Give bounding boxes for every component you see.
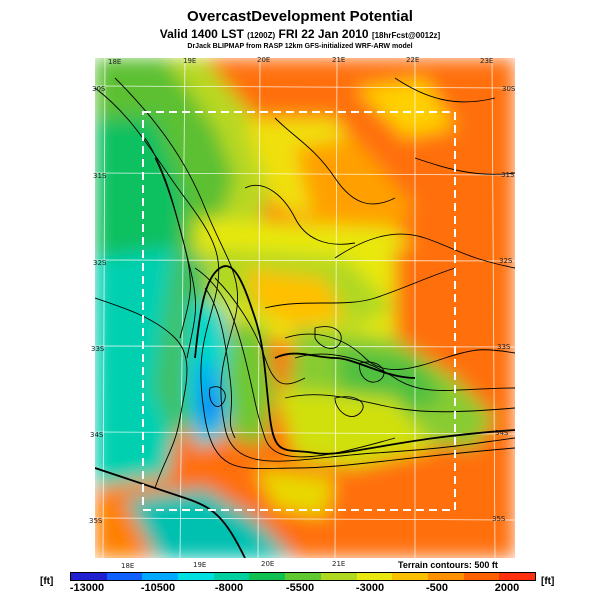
colorbar-segment [285, 573, 321, 580]
lon-label-top-19e: 19E [183, 57, 197, 65]
coastline [94, 265, 516, 559]
lat-label-right-33s: 33S [497, 343, 511, 351]
lat-label-left-31s: 31S [93, 172, 107, 180]
colorbar-segment [320, 573, 357, 580]
colorbar-tick-label: 2000 [494, 582, 520, 594]
colorbar-segment [178, 573, 214, 580]
colorbar-segment [142, 573, 179, 580]
valid-date: FRI 22 Jan 2010 [278, 27, 369, 41]
colorbar-segment [463, 573, 500, 580]
colorbar [70, 572, 536, 581]
terrain-contour-note: Terrain contours: 500 ft [398, 560, 498, 570]
lat-label-left-34s: 34S [90, 431, 104, 439]
lat-label-right-35s: 35S [492, 515, 506, 523]
colorbar-tick-label: -13000 [69, 582, 105, 594]
lon-label-top-18e: 18E [108, 58, 122, 66]
colorbar-segment [392, 573, 428, 580]
terrain-contours [94, 77, 516, 489]
lon-label-top-22e: 22E [406, 56, 420, 64]
lat-label-right-31s: 31S [501, 171, 515, 179]
lat-label-left-30s: 30S [92, 85, 106, 93]
lon-label-bottom-19e: 19E [193, 561, 207, 569]
colorbar-segment [427, 573, 464, 580]
colorbar-tick-label: -3000 [355, 582, 385, 594]
valid-zulu: (1200Z) [247, 31, 276, 40]
lon-label-bottom-21e: 21E [332, 560, 346, 568]
lat-label-right-34s: 34S [495, 429, 509, 437]
model-credit: DrJack BLIPMAP from RASP 12km GFS-initia… [187, 43, 413, 50]
colorbar-segment [356, 573, 393, 580]
colorbar-unit-right: [ft] [541, 576, 555, 587]
lat-label-right-30s: 30S [502, 85, 516, 93]
colorbar-tick-label: -500 [425, 582, 449, 594]
forecast-map-svg [94, 57, 516, 559]
valid-prefix: Valid 1400 LST [159, 27, 244, 41]
lon-label-bottom-18e: 18E [121, 562, 135, 570]
lon-label-bottom-20e: 20E [261, 560, 275, 568]
lat-lon-grid [94, 57, 516, 559]
lon-label-top-20e: 20E [257, 56, 271, 64]
valid-time-line: Valid 1400 LST (1200Z) FRI 22 Jan 2010 [… [0, 27, 600, 41]
forecast-map [94, 57, 516, 559]
forecast-info: [18hrFcst@0012z] [371, 31, 441, 40]
lat-label-left-35s: 35S [89, 517, 103, 525]
lon-label-top-21e: 21E [332, 56, 346, 64]
colorbar-tick-label: -10500 [140, 582, 176, 594]
colorbar-segment [249, 573, 286, 580]
colorbar-segment [213, 573, 250, 580]
colorbar-segment [106, 573, 143, 580]
colorbar-tick-label: -5500 [285, 582, 315, 594]
colorbar-unit-left: [ft] [40, 576, 54, 587]
inner-domain-box [142, 111, 456, 511]
lat-label-right-32s: 32S [499, 257, 513, 265]
overcast-potential-field [95, 58, 515, 558]
lon-label-top-23e: 23E [480, 57, 494, 65]
colorbar-segment [499, 573, 535, 580]
lat-label-left-32s: 32S [93, 259, 107, 267]
colorbar-tick-label: -8000 [214, 582, 244, 594]
colorbar-segment [71, 573, 107, 580]
lat-label-left-33s: 33S [91, 345, 105, 353]
map-title: OvercastDevelopment Potential [187, 8, 413, 25]
